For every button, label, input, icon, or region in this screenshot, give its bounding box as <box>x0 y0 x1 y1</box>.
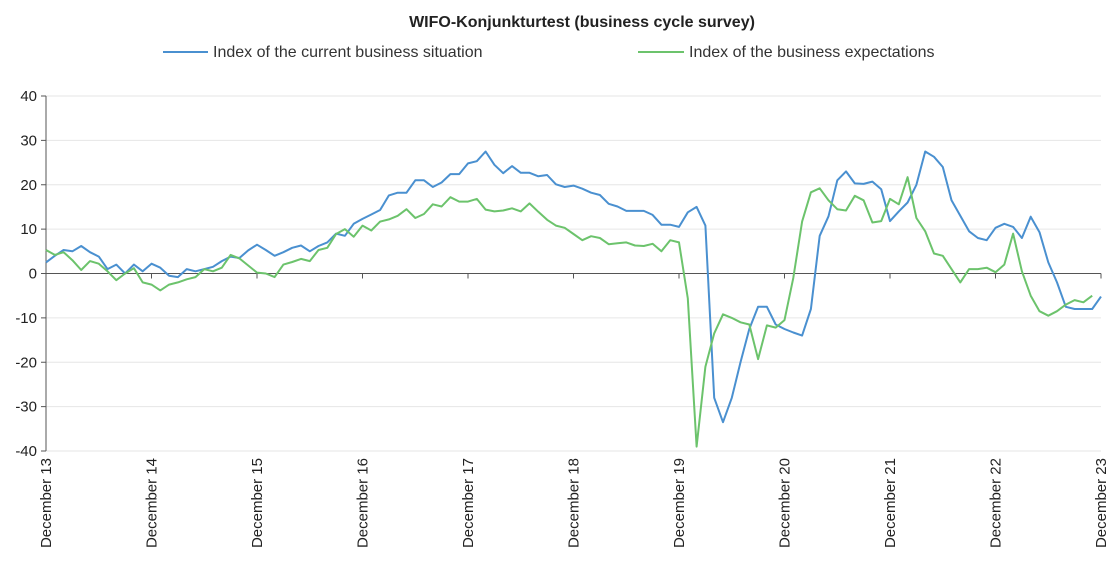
y-tick-label: -40 <box>15 443 37 460</box>
legend-label-expectations: Index of the business expectations <box>689 44 935 61</box>
y-tick-label: 40 <box>20 88 37 105</box>
x-tick-label: December 23 <box>1093 458 1110 548</box>
series-lines <box>45 150 1102 448</box>
series-line-current-situation <box>45 150 1102 424</box>
x-tick-label: December 15 <box>249 458 266 548</box>
x-axis: December 13 December 14 December 15 Decembe… <box>38 273 1110 548</box>
legend: Index of the current business situation … <box>163 44 935 61</box>
chart-title: WIFO-Konjunkturtest (business cycle surv… <box>409 14 755 31</box>
x-tick-label: December 20 <box>777 458 794 548</box>
y-tick-label: -10 <box>15 310 37 327</box>
y-tick-label: 10 <box>20 221 37 238</box>
legend-label-current: Index of the current business situation <box>213 44 483 61</box>
x-tick-label: December 17 <box>460 458 477 548</box>
y-axis: 40 30 20 10 0 -10 -20 -30 -40 <box>15 88 46 460</box>
y-tick-label: -20 <box>15 354 37 371</box>
x-tick-label: December 21 <box>882 458 899 548</box>
y-tick-label: 20 <box>20 177 37 194</box>
x-tick-label: December 19 <box>671 458 688 548</box>
y-tick-label: 0 <box>29 266 37 283</box>
y-tick-label: 30 <box>20 132 37 149</box>
x-tick-label: December 14 <box>144 458 161 548</box>
x-tick-label: December 18 <box>566 458 583 548</box>
x-tick-label: December 22 <box>988 458 1005 548</box>
x-tick-label: December 13 <box>38 458 55 548</box>
x-tick-label: December 16 <box>355 458 372 548</box>
series-line-business-expectations <box>45 176 1093 448</box>
y-tick-label: -30 <box>15 399 37 416</box>
